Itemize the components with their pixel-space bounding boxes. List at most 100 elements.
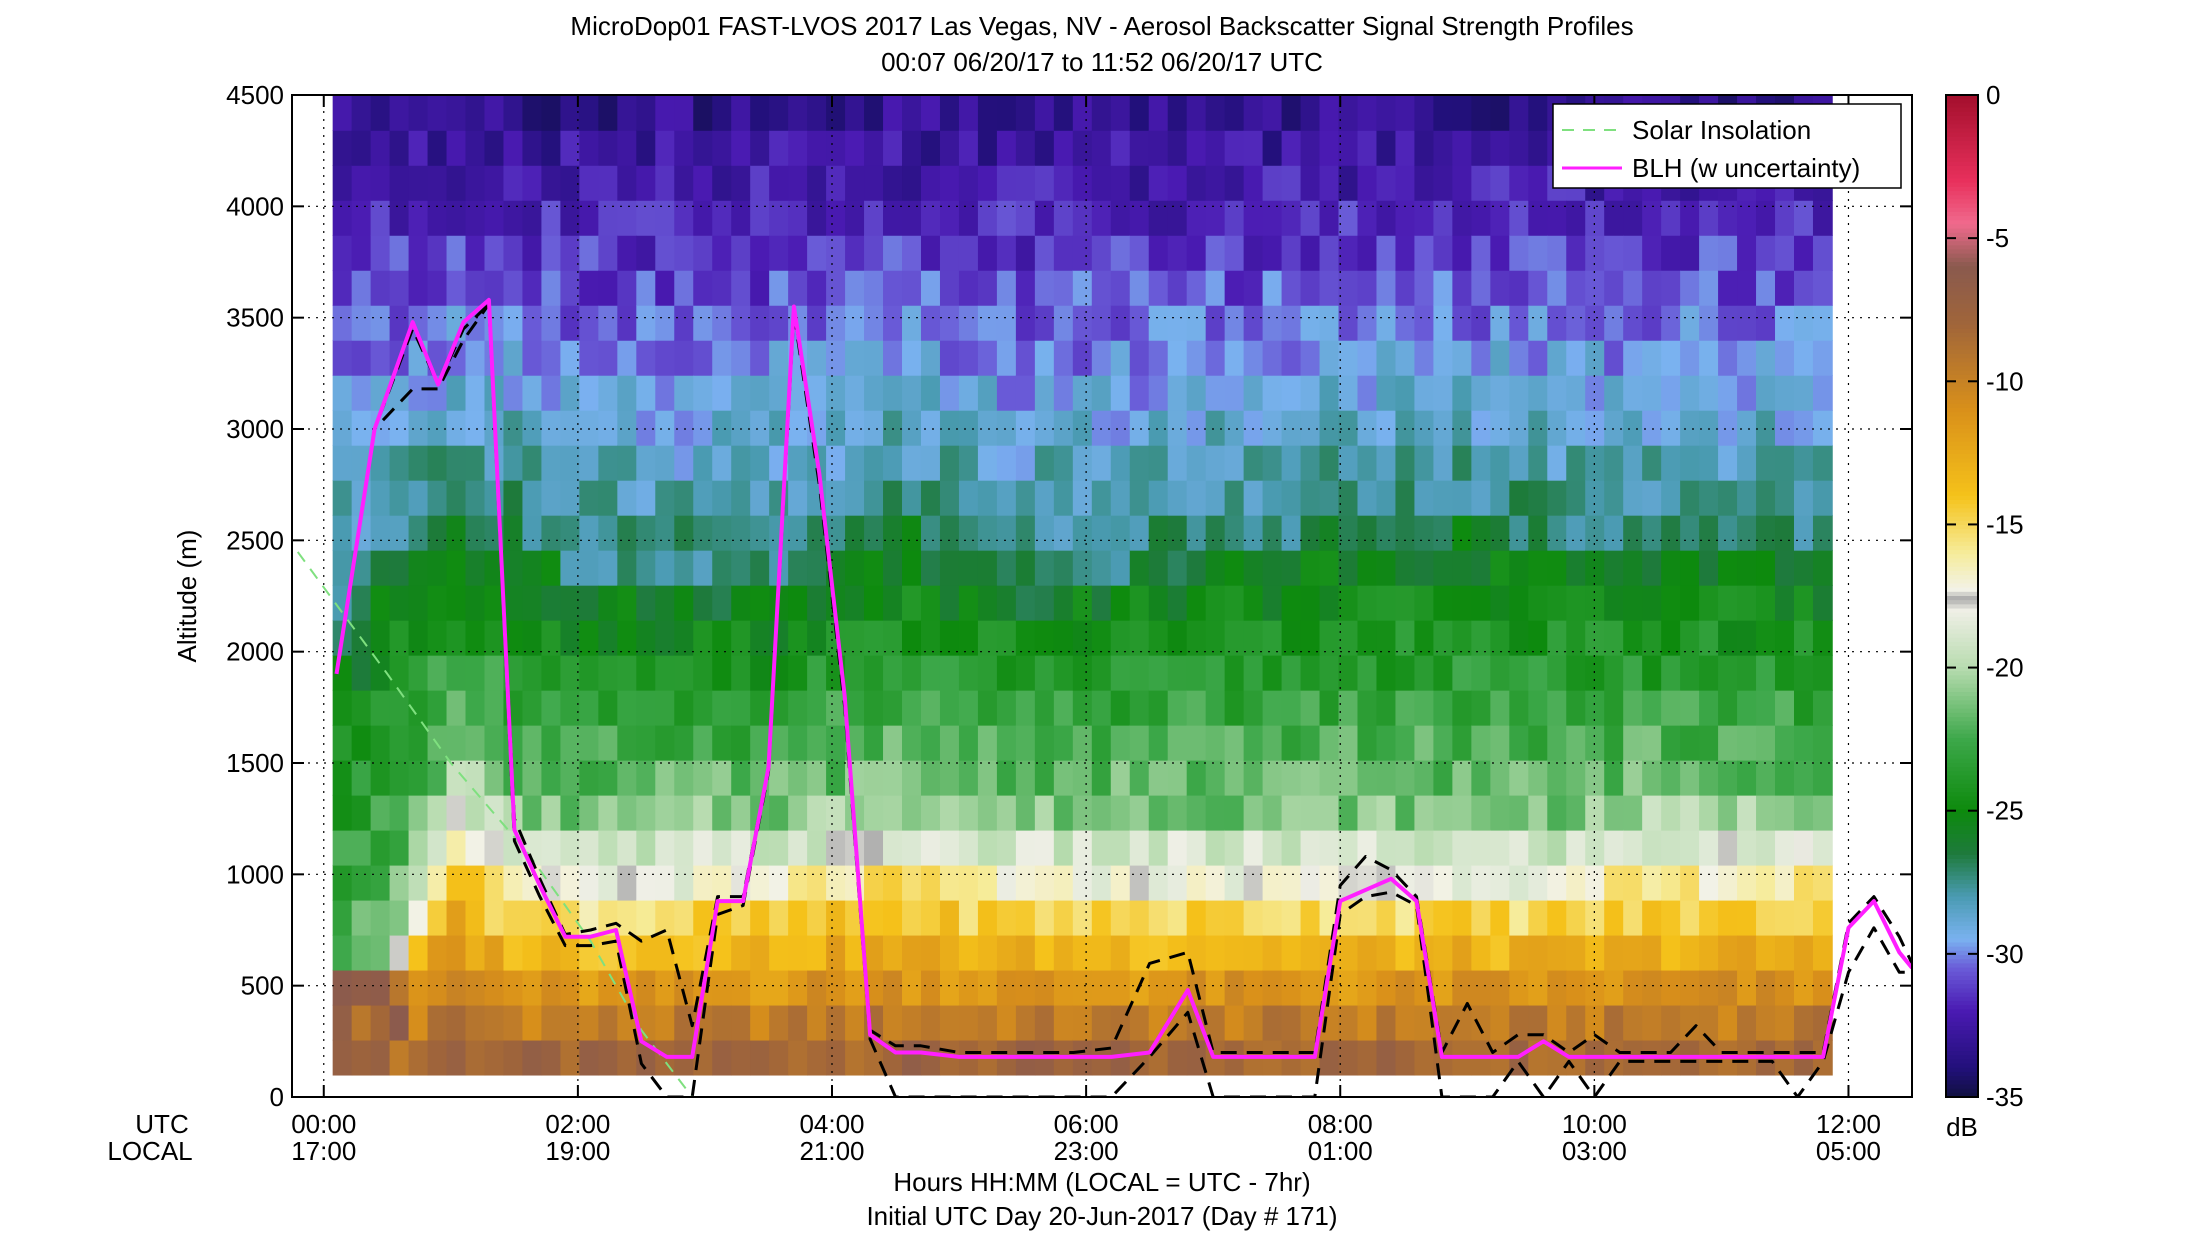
heatmap-cell [1357, 269, 1378, 306]
heatmap-cell [1148, 619, 1169, 656]
heatmap-cell [541, 164, 562, 201]
heatmap-cell [674, 654, 695, 691]
heatmap-cell [1129, 794, 1150, 831]
heatmap-cell [1775, 234, 1795, 271]
heatmap-cell [1566, 374, 1587, 411]
heatmap-cell [579, 1004, 600, 1041]
heatmap-cell [1224, 864, 1245, 901]
heatmap-cell [731, 549, 751, 586]
heatmap-cell [541, 724, 562, 761]
heatmap-cell [902, 199, 922, 236]
heatmap-cell [408, 1004, 429, 1041]
heatmap-cell [1110, 724, 1131, 761]
heatmap-cell [958, 409, 979, 446]
heatmap-cell [826, 1039, 846, 1076]
heatmap-cell [750, 899, 770, 936]
heatmap-cell [1737, 514, 1757, 551]
colorbar-segment [1946, 884, 1978, 889]
heatmap-cell [1395, 95, 1416, 131]
colorbar-segment [1946, 788, 1978, 793]
heatmap-cell [1699, 444, 1719, 481]
heatmap-cell [864, 199, 884, 236]
heatmap-cell [1490, 164, 1511, 201]
heatmap-cell [541, 759, 562, 796]
heatmap-cell [1034, 934, 1055, 971]
heatmap-cell [807, 339, 827, 376]
heatmap-cell [1186, 409, 1207, 446]
heatmap-cell [1205, 129, 1226, 166]
heatmap-cell [1566, 234, 1587, 271]
heatmap-cell [1262, 689, 1283, 726]
heatmap-cell [1471, 129, 1492, 166]
heatmap-cell [1490, 409, 1511, 446]
heatmap-cell [958, 829, 979, 866]
heatmap-cell [1547, 339, 1568, 376]
heatmap-cell [1528, 164, 1549, 201]
heatmap-cell [939, 1004, 960, 1041]
heatmap-cell [1262, 304, 1283, 341]
heatmap-cell [1376, 304, 1397, 341]
heatmap-cell [1471, 95, 1492, 131]
colorbar-segment [1946, 449, 1978, 455]
heatmap-cell [1471, 899, 1492, 936]
heatmap-cell [389, 234, 410, 271]
colorbar-segment [1946, 161, 1978, 167]
legend-label-blh: BLH (w uncertainty) [1632, 153, 1860, 183]
heatmap-cell [977, 654, 998, 691]
heatmap-cell [351, 549, 372, 586]
heatmap-cell [1585, 794, 1606, 831]
heatmap-cell [1167, 409, 1188, 446]
heatmap-cell [1699, 689, 1719, 726]
heatmap-cell [693, 759, 714, 796]
colorbar-segment [1946, 717, 1978, 722]
heatmap-cell [864, 759, 884, 796]
heatmap-cell [1756, 864, 1776, 901]
heatmap-cell [1357, 1039, 1378, 1076]
colorbar-segment [1946, 904, 1978, 910]
heatmap-cell [674, 199, 695, 236]
colorbar-segment [1946, 232, 1978, 238]
heatmap-cell [693, 829, 714, 866]
heatmap-cell [598, 1039, 619, 1076]
heatmap-cell [958, 164, 979, 201]
heatmap-cell [1794, 339, 1814, 376]
heatmap-cell [617, 654, 638, 691]
heatmap-cell [1205, 934, 1226, 971]
heatmap-cell [1376, 409, 1397, 446]
heatmap-cell [769, 374, 789, 411]
heatmap-cell [617, 724, 638, 761]
heatmap-cell [750, 95, 770, 131]
heatmap-cell [1395, 654, 1416, 691]
heatmap-cell [1490, 794, 1511, 831]
heatmap-cell [541, 829, 562, 866]
colorbar-segment [1946, 925, 1978, 931]
heatmap-cell [902, 374, 922, 411]
colorbar-segment [1946, 303, 1978, 309]
heatmap-cell [1756, 584, 1776, 621]
heatmap-cell [958, 234, 979, 271]
x-tick-label-local: 19:00 [545, 1136, 610, 1166]
colorbar-segment [1946, 800, 1978, 806]
colorbar-segment [1946, 537, 1978, 543]
heatmap-cell [1148, 129, 1169, 166]
heatmap-cell [712, 374, 733, 411]
heatmap-cell [750, 444, 770, 481]
heatmap-cell [1490, 514, 1511, 551]
heatmap-cell [958, 794, 979, 831]
heatmap-cell [1053, 584, 1074, 621]
heatmap-cell [1775, 969, 1795, 1006]
heatmap-cell [1091, 514, 1112, 551]
heatmap-cell [389, 864, 410, 901]
heatmap-cell [1661, 339, 1681, 376]
heatmap-cell [1110, 444, 1131, 481]
heatmap-cell [977, 234, 998, 271]
heatmap-cell [1509, 654, 1530, 691]
heatmap-cell [1718, 654, 1738, 691]
heatmap-cell [845, 864, 865, 901]
heatmap-cell [389, 654, 410, 691]
heatmap-cell [1661, 969, 1681, 1006]
colorbar-segment [1946, 228, 1978, 234]
heatmap-cell [826, 339, 846, 376]
heatmap-cell [1167, 444, 1188, 481]
heatmap-cell [1186, 304, 1207, 341]
